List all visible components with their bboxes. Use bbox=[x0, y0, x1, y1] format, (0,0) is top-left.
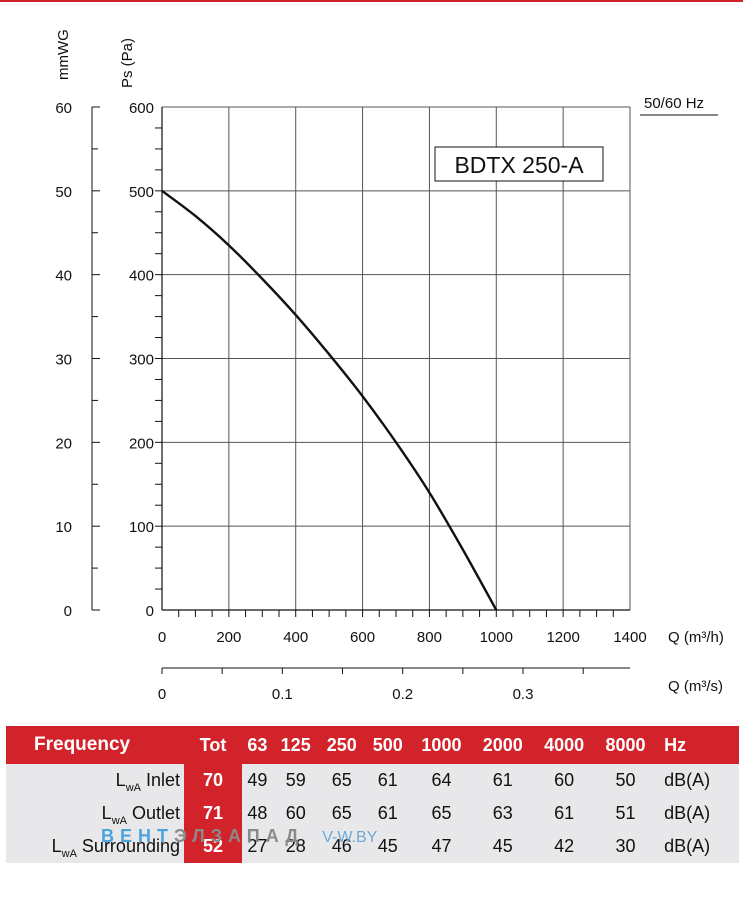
y-axis-label-pa: Ps (Pa) bbox=[119, 38, 136, 88]
row-value: 50 bbox=[594, 764, 657, 797]
table-row: LwA Inlet 70 49 59 65 61 64 61 60 50 dB(… bbox=[6, 764, 739, 797]
row-value: 27 bbox=[242, 830, 273, 863]
y-tick-label: 100 bbox=[129, 519, 154, 536]
row-value: 61 bbox=[472, 764, 534, 797]
table-header-row: Frequency Tot 63 125 250 500 1000 2000 4… bbox=[6, 726, 739, 764]
watermark-text-gray: ЭЛЗАПАД bbox=[174, 826, 305, 846]
row-value: 65 bbox=[318, 797, 365, 830]
row-value: 60 bbox=[533, 764, 595, 797]
row-tot: 52 bbox=[184, 830, 242, 863]
row-value: 59 bbox=[272, 764, 319, 797]
row-value: 64 bbox=[410, 764, 473, 797]
row-unit: dB(A) bbox=[656, 764, 739, 797]
x-tick-label: 600 bbox=[350, 629, 375, 646]
secondary-y-tick-label: 0 bbox=[64, 603, 72, 620]
header-band: 500 bbox=[364, 726, 411, 764]
y-tick-label: 500 bbox=[129, 184, 154, 201]
x-axis-label-m3h: Q (m³/h) bbox=[668, 629, 724, 646]
row-unit: dB(A) bbox=[656, 830, 739, 863]
x-tick-label: 800 bbox=[417, 629, 442, 646]
row-label: LwA Outlet bbox=[6, 797, 184, 830]
x-axis-label-m3s: Q (m³/s) bbox=[668, 678, 723, 695]
header-unit: Hz bbox=[656, 726, 739, 764]
x-tick-label: 1400 bbox=[613, 629, 646, 646]
secondary-y-tick-label: 20 bbox=[55, 435, 72, 452]
row-value: 49 bbox=[242, 764, 273, 797]
row-value: 61 bbox=[364, 797, 411, 830]
x-tick-label: 400 bbox=[283, 629, 308, 646]
header-band: 2000 bbox=[472, 726, 534, 764]
header-band: 8000 bbox=[594, 726, 657, 764]
row-value: 65 bbox=[318, 764, 365, 797]
secondary-x-tick-label: 0.2 bbox=[392, 686, 413, 703]
row-value: 45 bbox=[364, 830, 411, 863]
top-rule bbox=[0, 0, 743, 2]
row-tot: 70 bbox=[184, 764, 242, 797]
secondary-y-tick-label: 40 bbox=[55, 268, 72, 285]
row-value: 30 bbox=[594, 830, 657, 863]
header-frequency: Frequency bbox=[6, 726, 184, 764]
x-tick-label: 1200 bbox=[546, 629, 579, 646]
y-tick-label: 400 bbox=[129, 268, 154, 285]
header-band: 250 bbox=[318, 726, 365, 764]
row-label: LwA Inlet bbox=[6, 764, 184, 797]
chart-grid bbox=[162, 106, 631, 610]
secondary-x-tick-label: 0.3 bbox=[513, 686, 534, 703]
header-band: 4000 bbox=[533, 726, 595, 764]
watermark-url: V-W.BY bbox=[322, 829, 378, 846]
row-value: 60 bbox=[272, 797, 319, 830]
secondary-y-tick-label: 60 bbox=[55, 100, 72, 117]
row-value: 61 bbox=[533, 797, 595, 830]
row-value: 51 bbox=[594, 797, 657, 830]
header-band: 63 bbox=[242, 726, 273, 764]
secondary-y-tick-label: 10 bbox=[55, 519, 72, 536]
x-tick-label: 0 bbox=[158, 629, 166, 646]
y-tick-label: 0 bbox=[146, 603, 154, 620]
row-value: 45 bbox=[472, 830, 534, 863]
x-tick-label: 200 bbox=[216, 629, 241, 646]
secondary-y-tick-label: 30 bbox=[55, 352, 72, 369]
header-band: 1000 bbox=[410, 726, 473, 764]
sound-power-table: Frequency Tot 63 125 250 500 1000 2000 4… bbox=[6, 726, 739, 863]
secondary-x-tick-label: 0 bbox=[158, 686, 166, 703]
header-tot: Tot bbox=[184, 726, 242, 764]
chart-minor-ticks bbox=[92, 106, 614, 674]
y-tick-label: 600 bbox=[129, 100, 154, 117]
row-value: 61 bbox=[364, 764, 411, 797]
row-tot: 71 bbox=[184, 797, 242, 830]
model-title-box bbox=[434, 146, 604, 182]
row-label: LwA Surrounding bbox=[6, 830, 184, 863]
y-tick-label: 200 bbox=[129, 435, 154, 452]
watermark-text-blue: ВЕНТ bbox=[101, 826, 174, 846]
header-band: 125 bbox=[272, 726, 319, 764]
y-tick-label: 300 bbox=[129, 352, 154, 369]
row-unit: dB(A) bbox=[656, 797, 739, 830]
row-value: 42 bbox=[533, 830, 595, 863]
row-value: 46 bbox=[318, 830, 365, 863]
table-row: LwA Outlet 71 48 60 65 61 65 63 61 51 dB… bbox=[6, 797, 739, 830]
chart-tick-labels: 0 200 400 600 800 1000 1200 1400010020030040050… bbox=[55, 100, 646, 703]
x-tick-label: 1000 bbox=[480, 629, 513, 646]
fan-curve-line bbox=[161, 189, 498, 611]
fan-curve-chart: 0 200 400 600 800 1000 1200 1400010020030040050… bbox=[55, 29, 724, 703]
secondary-y-tick-label: 50 bbox=[55, 184, 72, 201]
row-value: 48 bbox=[242, 797, 273, 830]
secondary-x-tick-label: 0.1 bbox=[272, 686, 293, 703]
table-row: LwA Surrounding 52 27 28 46 45 47 45 42 … bbox=[6, 830, 739, 863]
row-value: 65 bbox=[410, 797, 473, 830]
row-value: 47 bbox=[410, 830, 473, 863]
frequency-label: 50/60 Hz bbox=[644, 95, 704, 112]
model-title: BDTX 250-A bbox=[454, 152, 584, 178]
row-value: 28 bbox=[272, 830, 319, 863]
y-axis-label-mmwg: mmWG bbox=[55, 29, 72, 80]
row-value: 63 bbox=[472, 797, 534, 830]
watermark: ВЕНТЭЛЗАПАД V-W.BY bbox=[101, 826, 377, 847]
